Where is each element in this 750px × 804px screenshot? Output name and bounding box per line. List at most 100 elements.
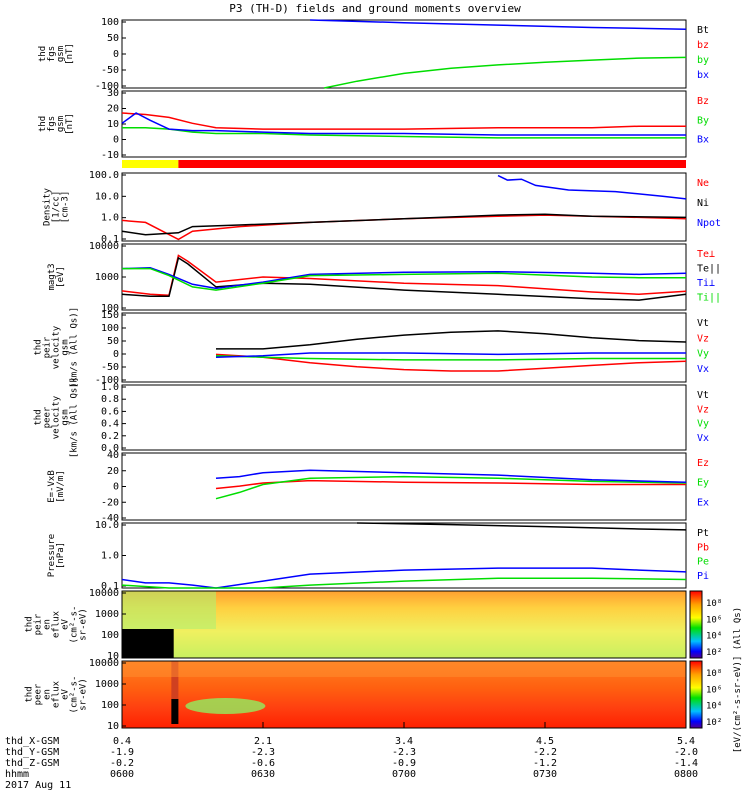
ylabel-peer_spec-4: eV <box>61 689 71 700</box>
legend-peir_vel-3: Vx <box>697 364 709 375</box>
legend-efield-0: Ez <box>697 458 709 469</box>
series-density-Ni <box>121 213 687 236</box>
ytick-peer_vel-3: 0.4 <box>101 419 119 430</box>
ylabel-peer_vel-3: gsm <box>61 409 71 425</box>
ytick-peir_spec-0: 10000 <box>89 588 119 599</box>
ylabel-peir_vel-0: thd <box>34 339 44 355</box>
ylabel-peer_spec-5: (cm²-s- <box>70 676 80 714</box>
ylabel-peir_spec-5: (cm²-s- <box>70 606 80 644</box>
ylabel-fgs_zoom-2: gsm <box>56 116 66 132</box>
series-fgs-Bt <box>309 19 687 30</box>
spectrogram-top-band <box>122 661 686 677</box>
colorbar-peir-rect <box>689 590 703 659</box>
xtick-hhmm-3: 0730 <box>533 769 557 780</box>
ylabel-density-0: Density <box>43 187 53 226</box>
ylabel-temperature-0: magt3 <box>47 263 57 290</box>
colorbar-peir-tick-2: 10⁴ <box>706 632 722 642</box>
legend-efield-1: Ey <box>697 478 709 489</box>
panel-density: 100.0 10.0 1.0 0.1 Density [1/cc] [cm-3] Ne Ni Np… <box>43 170 722 245</box>
ytick-peir_vel-2: 50 <box>107 336 119 347</box>
ytick-fgs-3: -50 <box>101 65 119 76</box>
xtick-X-2: 3.4 <box>395 736 413 747</box>
spectrogram-dark-region <box>171 699 179 724</box>
legend-fgs-0: Bt <box>697 25 709 36</box>
colorbar-peir-tick-1: 10⁶ <box>706 615 722 625</box>
ylabel-fgs_zoom-1: fgs <box>47 116 57 132</box>
ylabel-peir_spec-2: en <box>43 619 53 630</box>
series-fgs_zoom-Bx <box>121 112 686 136</box>
ylabel-peer_spec-1: peer <box>34 683 44 705</box>
ylabel-density-2: [cm-3] <box>61 191 71 224</box>
panel-frame-peer_vel <box>121 384 687 451</box>
panel-peir_vel: 150 100 50 0 -50 -100 thd peir velocity gsm [km/s … <box>34 307 710 388</box>
ytick-efield-1: 20 <box>107 466 119 477</box>
ylabel-peir_spec-4: eV <box>61 619 71 630</box>
ylabel-peir_vel-4: [km/s (All Qs)] <box>70 307 80 388</box>
ytick-pressure-2: 0.1 <box>101 581 119 592</box>
colorbar-peir-tick-3: 10² <box>706 648 722 658</box>
colorbar-peer: 10⁸ 10⁶ 10⁴ 10² <box>689 660 722 729</box>
series-pressure-Pe <box>121 577 687 589</box>
panel-peir_spec: 10000 1000 100 10 thd peir en eflux eV (cm²-s-sr-… <box>25 588 687 662</box>
legend-pressure-2: Pe <box>697 557 709 568</box>
panel-frame-fgs_zoom <box>121 90 687 158</box>
ytick-temperature-1: 1000 <box>95 272 119 283</box>
legend-fgs-3: bx <box>697 70 709 81</box>
xtick-Z-1: -0.6 <box>251 758 275 769</box>
ytick-peer_spec-3: 10 <box>107 721 119 732</box>
xtick-hhmm-1: 0630 <box>251 769 275 780</box>
legend-density-0: Ne <box>697 178 709 189</box>
ytick-fgs-1: 50 <box>107 33 119 44</box>
colorbar-peer-tick-3: 10² <box>706 718 722 728</box>
ylabel-peer_vel-4: [km/s (All Qs)] <box>70 377 80 458</box>
ylabel-peer_spec-6: sr-eV) <box>79 678 89 711</box>
xtick-Z-3: -1.2 <box>533 758 557 769</box>
ylabel-peir_vel-3: gsm <box>61 339 71 355</box>
colorbar-peer-tick-2: 10⁴ <box>706 702 722 712</box>
series-peir_vel-Vz <box>215 353 687 372</box>
ytick-peir_vel-5: -100 <box>95 375 119 386</box>
ylabel-peir_vel-2: velocity <box>52 325 62 369</box>
ylabel-peir_spec-6: sr-eV) <box>79 608 89 641</box>
ytick-peir_spec-3: 10 <box>107 651 119 662</box>
ytick-peer_spec-2: 100 <box>101 700 119 711</box>
ytick-efield-0: 40 <box>107 450 119 461</box>
xtick-hhmm-0: 0600 <box>110 769 134 780</box>
panel-pressure: 10.0 1.0 0.1 Pressure [nPa] Pt Pb Pe Pi <box>47 520 709 592</box>
xtick-Z-0: -0.2 <box>110 758 134 769</box>
panel-frame-peir_spec <box>121 590 687 659</box>
ylabel-pressure-0: Pressure <box>47 534 57 577</box>
ylabel-fgs-0: thd <box>38 46 48 62</box>
ylabel-peer_spec-2: en <box>43 689 53 700</box>
ytick-density-0: 100.0 <box>89 170 119 181</box>
ylabel-temperature-1: [eV] <box>56 266 66 288</box>
series-fgs_zoom-By <box>122 126 686 139</box>
ylabel-peer_vel-0: thd <box>34 409 44 425</box>
series-temperature-Ti|| <box>122 267 686 291</box>
xrow-label-0: thd_X-GSM <box>5 736 59 747</box>
chart-title: P3 (TH-D) fields and ground moments over… <box>229 2 521 15</box>
colorbar-peer-tick-1: 10⁶ <box>706 685 722 695</box>
colorbar-peer-rect <box>689 660 703 729</box>
xrow-label-1: thd_Y-GSM <box>5 747 59 758</box>
legend-fgs-1: bz <box>697 40 709 51</box>
ytick-fgs-4: -100 <box>95 81 119 92</box>
ylabel-fgs-2: gsm <box>56 46 66 62</box>
ylabel-density-1: [1/cc] <box>52 191 62 224</box>
legend-fgs_zoom-2: Bx <box>697 135 709 146</box>
ytick-efield-3: -20 <box>101 497 119 508</box>
ytick-peer_spec-1: 1000 <box>95 679 119 690</box>
xtick-X-1: 2.1 <box>254 736 272 747</box>
xtick-Z-4: -1.4 <box>674 758 698 769</box>
ytick-peer_vel-0: 1.0 <box>101 382 119 393</box>
spectrogram-band <box>171 661 179 699</box>
ylabel-peer_vel-1: peer <box>43 406 53 428</box>
series-fgs_zoom-Bz <box>121 112 686 130</box>
ytick-peer_spec-0: 10000 <box>89 658 119 669</box>
xtick-Z-2: -0.9 <box>392 758 416 769</box>
series-peir_vel-Vx <box>215 352 686 358</box>
colorbar-peer-tick-0: 10⁸ <box>706 669 722 679</box>
ytick-efield-4: -40 <box>101 513 119 524</box>
xrow-label-3: hhmm <box>5 769 29 780</box>
